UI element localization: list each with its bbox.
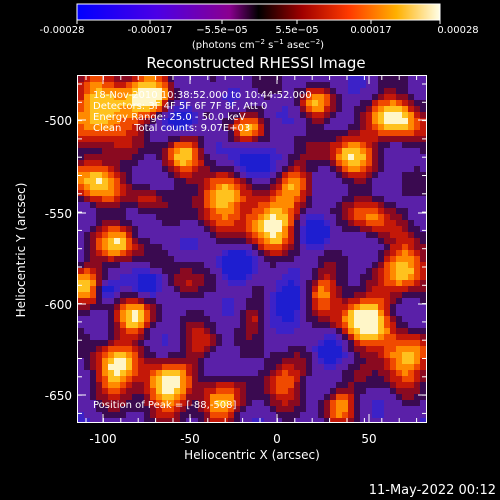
- y-tick-label: -650: [45, 389, 72, 403]
- colorbar-tick-label: −5.5e−05: [196, 25, 248, 36]
- x-tick-label: 50: [361, 432, 376, 446]
- rhessi-image: [78, 76, 426, 422]
- y-tick-label: -550: [45, 207, 72, 221]
- annotation-counts: Clean Total counts: 9.07E+03: [93, 123, 250, 134]
- x-axis-label: Heliocentric X (arcsec): [184, 448, 320, 462]
- x-tick-label: 0: [273, 432, 281, 446]
- colorbar-tick-label: 5.5e−05: [275, 25, 318, 36]
- colorbar: [76, 3, 441, 21]
- colorbar-tick-label: -0.00017: [128, 25, 173, 36]
- y-tick-label: -600: [45, 298, 72, 312]
- plot-title: Reconstructed RHESSI Image: [146, 54, 365, 72]
- annotation-detectors: Detectors: 3F 4F 5F 6F 7F 8F, Att 0: [93, 101, 267, 112]
- colorbar-tick-label: -0.00028: [40, 25, 85, 36]
- colorbar-tick-label: 0.00028: [437, 25, 478, 36]
- plot-frame: [77, 75, 427, 423]
- x-tick-label: -50: [180, 432, 200, 446]
- annotation-time-range: 18-Nov-2010 10:38:52.000 to 10:44:52.000: [93, 90, 312, 101]
- footer-date: 11-May-2022 00:12: [369, 483, 496, 498]
- colorbar-tick-label: 0.00017: [350, 25, 391, 36]
- x-tick-label: -100: [89, 432, 116, 446]
- y-tick-label: -500: [45, 114, 72, 128]
- annotation-energy-range: Energy Range: 25.0 - 50.0 keV: [93, 112, 246, 123]
- y-axis-label: Heliocentric Y (arcsec): [14, 183, 28, 318]
- colorbar-unit-label: (photons cm−2 s−1 asec−2): [192, 38, 324, 51]
- annotation-peak-position: Position of Peak = [-88,-508]: [93, 400, 237, 411]
